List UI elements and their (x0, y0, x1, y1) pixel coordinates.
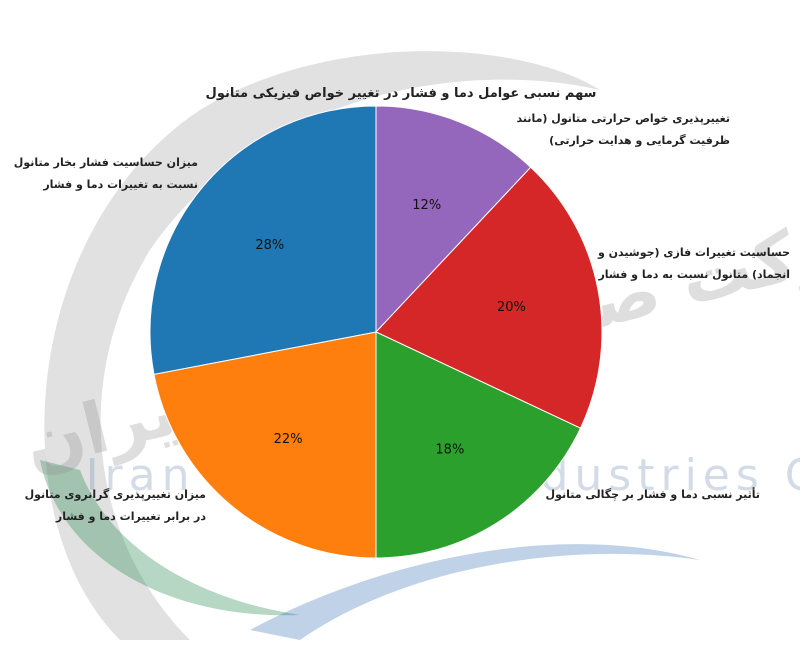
slice-percent-label: 28% (255, 238, 284, 253)
watermark-swoosh-blue (250, 544, 700, 640)
slice-percent-label: 22% (274, 432, 303, 447)
slice-category-label-line: ظرفیت گرمایی و هدایت حرارتی) (549, 134, 730, 147)
slice-category-label-line: انجماد) متانول نسبت به دما و فشار (598, 268, 790, 281)
slice-category-label-line: نسبت به تغییرات دما و فشار (43, 178, 198, 191)
slice-category-label: میزان تغییرپذیری گرانروی متانول در برابر … (6, 484, 206, 528)
percent-labels: 12% 20% 18% 22% 28% (255, 198, 526, 458)
slice-category-label-line: میزان حساسیت فشار بخار متانول (13, 156, 198, 169)
pie-slice (375, 331, 582, 559)
slice-category-label: تأثیر نسبی دما و فشار بر چگالی متانول (540, 484, 760, 506)
chart-title: سهم نسبی عوامل دما و فشار در تغییر خواص … (206, 86, 597, 101)
slice-category-label-line: تأثیر نسبی دما و فشار بر چگالی متانول (545, 488, 760, 501)
slice-category-label-line: حساسیت تغییرات فازی (جوشیدن و (598, 246, 790, 259)
pie-slice (149, 105, 377, 375)
slice-percent-label: 12% (412, 198, 441, 213)
pie-slice (375, 105, 532, 334)
watermark-swoosh-green (40, 460, 300, 616)
slice-category-label: حساسیت تغییرات فازی (جوشیدن و انجماد) متا… (580, 242, 790, 286)
slice-category-label-line: میزان تغییرپذیری گرانروی متانول (24, 488, 206, 501)
watermark-swoosh-gray (44, 51, 600, 640)
slice-category-label: تغییرپذیری خواص حرارتی متانول (مانند ظرفی… (500, 108, 731, 152)
slice-category-label: میزان حساسیت فشار بخار متانول نسبت به تغی… (8, 152, 198, 196)
pie-slices (149, 105, 603, 559)
pie-slice (375, 166, 603, 429)
slice-percent-label: 20% (497, 300, 526, 315)
slice-percent-label: 18% (435, 442, 464, 457)
slice-category-label-line: تغییرپذیری خواص حرارتی متانول (مانند (516, 112, 731, 125)
pie-slice (153, 331, 377, 559)
slice-category-label-line: در برابر تغییرات دما و فشار (55, 510, 206, 523)
